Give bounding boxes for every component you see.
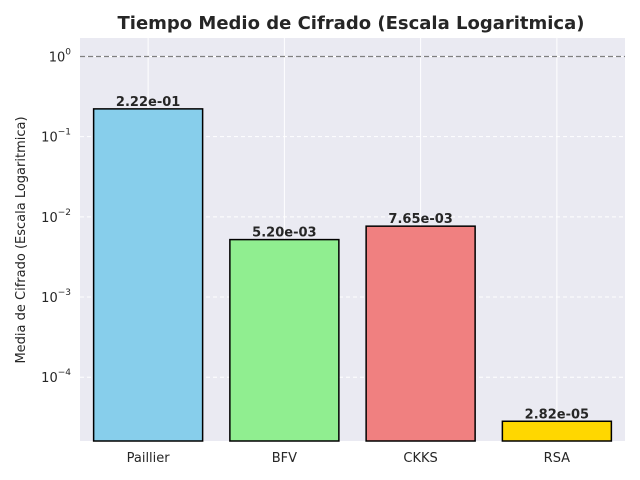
chart-title: Tiempo Medio de Cifrado (Escala Logaritm… bbox=[118, 13, 585, 34]
data-label-ckks: 7.65e-03 bbox=[388, 212, 452, 227]
data-label-rsa: 2.82e-05 bbox=[525, 407, 589, 422]
y-tick-label: 10−3 bbox=[41, 288, 71, 306]
data-label-bfv: 5.20e-03 bbox=[252, 226, 316, 241]
x-axis-ticks: Paillier BFV CKKS RSA bbox=[127, 451, 571, 466]
data-label-paillier: 2.22e-01 bbox=[116, 95, 180, 110]
bar-rsa bbox=[501, 420, 613, 442]
y-tick-label: 100 bbox=[49, 47, 72, 65]
y-axis-label: Media de Cifrado (Escala Logaritmica) bbox=[14, 116, 29, 363]
x-tick-label: Paillier bbox=[127, 451, 171, 466]
y-tick-label: 10−4 bbox=[41, 368, 71, 386]
bar-ckks bbox=[365, 225, 476, 442]
x-tick-label: BFV bbox=[272, 451, 297, 466]
bar-paillier bbox=[92, 108, 204, 442]
x-tick-label: CKKS bbox=[403, 451, 437, 466]
x-tick-label: RSA bbox=[544, 451, 571, 466]
bars bbox=[92, 108, 613, 442]
y-tick-label: 10−2 bbox=[41, 208, 71, 226]
y-axis-ticks: 10−4 10−3 10−2 10−1 100 bbox=[41, 47, 71, 386]
y-tick-label: 10−1 bbox=[41, 128, 71, 146]
bar-bfv bbox=[229, 238, 340, 442]
data-labels: 2.22e-01 5.20e-03 7.65e-03 2.82e-05 bbox=[116, 95, 589, 422]
